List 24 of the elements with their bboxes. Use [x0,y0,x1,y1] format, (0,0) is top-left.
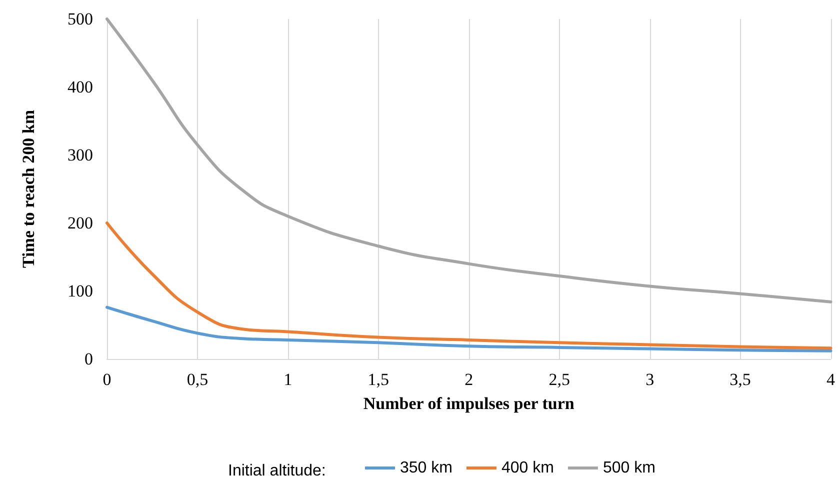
x-tick-label: 0,5 [186,370,208,389]
x-tick-label: 0 [102,370,112,389]
x-tick-label: 1 [284,370,292,389]
x-tick-label: 4 [826,370,836,389]
line-series [106,18,832,304]
x-tick-label: 1,5 [368,370,390,389]
legend-title: Initial altitude: [228,462,326,480]
legend-label: 400 km [501,460,554,476]
x-tick-label: 2 [464,370,474,389]
y-tick-label: 0 [84,350,93,368]
x-axis-title: Number of impulses per turn [363,394,575,413]
legend-label: 500 km [602,460,656,476]
line-series [106,222,832,350]
line-series [106,306,832,352]
x-tick-label: 2,5 [548,370,570,389]
x-tick-label: 3,5 [730,370,751,389]
x-tick-label: 3 [646,370,654,389]
y-tick-label: 100 [68,282,93,300]
legend-label: 350 km [400,460,452,476]
y-tick-label: 200 [68,214,93,232]
y-axis-title: Time to reach 200 km [19,110,38,268]
y-tick-label: 500 [68,10,93,28]
y-tick-label: 400 [68,78,93,96]
y-tick-label: 300 [68,146,93,164]
